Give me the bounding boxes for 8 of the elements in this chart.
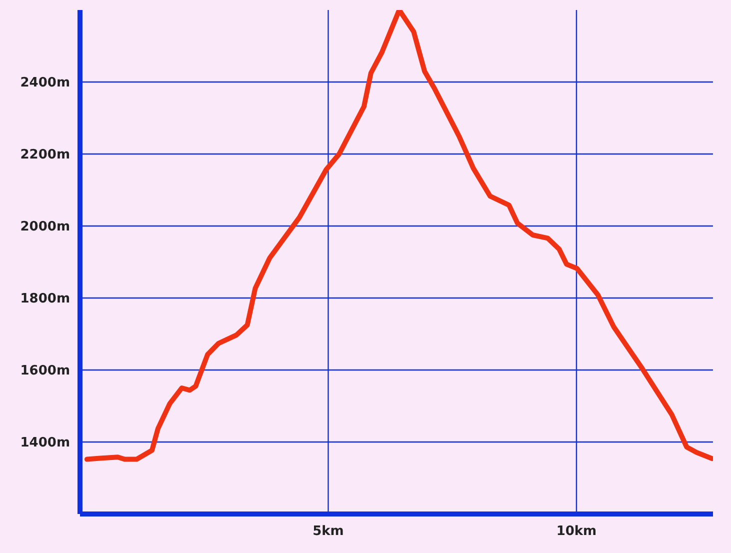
x-tick-label: 5km — [312, 524, 344, 540]
y-tick-label: 1400m — [20, 436, 70, 451]
y-tick-label: 1600m — [20, 364, 70, 379]
y-tick-label: 2400m — [20, 76, 70, 91]
y-tick-label: 2200m — [20, 148, 70, 163]
x-tick-label: 10km — [556, 524, 597, 540]
y-tick-label: 1800m — [20, 292, 70, 307]
y-tick-label: 2000m — [20, 220, 70, 235]
